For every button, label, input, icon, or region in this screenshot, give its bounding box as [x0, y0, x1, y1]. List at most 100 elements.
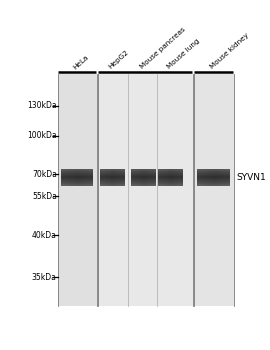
Bar	[131, 175, 156, 176]
Text: 55kDa: 55kDa	[32, 191, 57, 201]
Bar	[100, 174, 125, 175]
Bar	[167, 169, 168, 186]
Bar	[100, 185, 125, 186]
Bar	[219, 169, 221, 186]
Bar	[87, 169, 89, 186]
Bar	[197, 174, 230, 175]
Bar	[139, 169, 141, 186]
Bar	[131, 174, 156, 175]
Bar	[63, 169, 65, 186]
Bar	[80, 169, 82, 186]
Bar	[131, 183, 156, 184]
Text: 130kDa: 130kDa	[27, 101, 57, 110]
Bar	[131, 185, 156, 186]
Bar	[194, 74, 234, 306]
Bar	[131, 178, 156, 179]
Bar	[178, 169, 180, 186]
Bar	[131, 173, 156, 174]
Bar	[228, 169, 230, 186]
Bar	[115, 169, 116, 186]
Bar	[197, 182, 230, 183]
Bar	[113, 169, 115, 186]
Bar	[100, 178, 125, 179]
Bar	[61, 169, 63, 186]
Bar	[72, 169, 74, 186]
Bar	[150, 169, 151, 186]
Bar	[158, 183, 183, 184]
Bar	[200, 169, 202, 186]
Bar	[131, 169, 156, 170]
Bar	[158, 179, 183, 180]
Bar	[202, 169, 204, 186]
Text: 100kDa: 100kDa	[27, 131, 57, 140]
Bar	[100, 176, 125, 177]
Bar	[226, 169, 228, 186]
Bar	[100, 170, 125, 172]
Bar	[143, 169, 144, 186]
Bar	[158, 175, 183, 176]
Bar	[100, 177, 125, 178]
Bar	[138, 169, 139, 186]
Bar	[197, 169, 200, 186]
Bar	[163, 169, 165, 186]
Bar	[151, 169, 153, 186]
Bar	[100, 169, 125, 170]
Bar	[197, 184, 230, 185]
Bar	[69, 169, 72, 186]
Bar	[158, 169, 183, 170]
Bar	[100, 169, 101, 186]
Bar	[210, 169, 212, 186]
Bar	[61, 185, 93, 186]
Bar	[175, 169, 177, 186]
Bar	[221, 169, 224, 186]
Bar	[100, 179, 125, 180]
Bar	[141, 169, 143, 186]
Text: Mouse lung: Mouse lung	[166, 38, 201, 70]
Bar	[136, 169, 138, 186]
Bar	[131, 179, 156, 180]
Bar	[97, 74, 193, 306]
Bar	[148, 169, 150, 186]
Bar	[153, 169, 154, 186]
Bar	[146, 169, 148, 186]
Bar	[177, 169, 178, 186]
Bar	[74, 169, 76, 186]
Bar	[61, 172, 93, 173]
Bar	[193, 74, 194, 306]
Bar	[160, 169, 162, 186]
Bar	[105, 169, 106, 186]
Bar	[212, 169, 215, 186]
Bar	[158, 173, 183, 174]
Bar	[61, 183, 93, 184]
Bar	[85, 169, 87, 186]
Bar	[61, 184, 93, 185]
Bar	[61, 177, 93, 178]
Bar	[224, 169, 226, 186]
Bar	[197, 181, 230, 182]
Bar	[100, 182, 125, 183]
Bar	[61, 169, 93, 170]
Bar	[61, 170, 93, 172]
Bar	[197, 185, 230, 186]
Bar	[78, 169, 80, 186]
Bar	[168, 169, 170, 186]
Bar	[61, 173, 93, 174]
Bar	[134, 169, 136, 186]
Bar	[100, 181, 125, 182]
Bar	[158, 177, 183, 178]
Bar	[131, 176, 156, 177]
Bar	[106, 169, 108, 186]
Text: 40kDa: 40kDa	[32, 231, 57, 240]
Bar	[173, 169, 175, 186]
Bar	[158, 174, 183, 175]
Bar	[158, 184, 183, 185]
Bar	[197, 169, 230, 170]
Bar	[131, 169, 133, 186]
Bar	[91, 169, 93, 186]
Bar	[158, 169, 160, 186]
Bar	[197, 170, 230, 172]
Bar	[61, 174, 93, 175]
Bar	[158, 181, 183, 182]
Bar	[108, 169, 110, 186]
Bar	[61, 175, 93, 176]
